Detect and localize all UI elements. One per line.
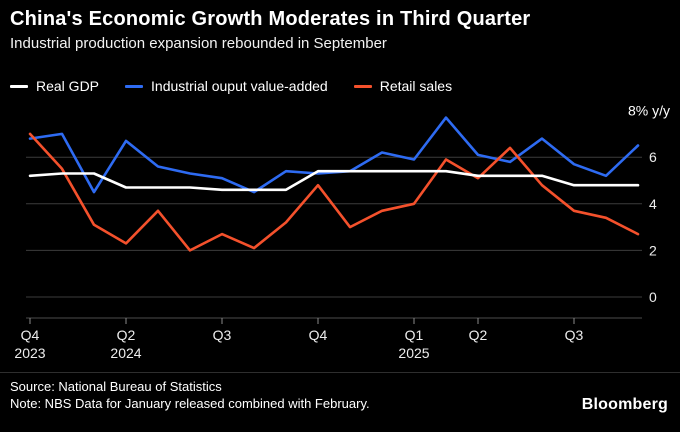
svg-text:Q2: Q2 <box>117 327 136 343</box>
svg-text:2024: 2024 <box>110 345 141 361</box>
source-text: Source: National Bureau of Statistics <box>10 379 222 394</box>
svg-text:Q1: Q1 <box>405 327 424 343</box>
note-text: Note: NBS Data for January released comb… <box>10 396 370 411</box>
bloomberg-logo: Bloomberg <box>581 396 668 413</box>
svg-text:Q3: Q3 <box>213 327 232 343</box>
svg-text:8% y/y: 8% y/y <box>628 103 670 119</box>
svg-text:6: 6 <box>649 149 657 165</box>
svg-text:Q4: Q4 <box>21 327 40 343</box>
footer-divider <box>0 372 680 373</box>
svg-text:2025: 2025 <box>398 345 429 361</box>
legend-item-industrial-output: Industrial ouput value-added <box>125 78 328 94</box>
svg-text:2023: 2023 <box>14 345 45 361</box>
legend-swatch-retail-sales <box>353 84 372 88</box>
svg-text:2: 2 <box>649 242 657 258</box>
svg-text:4: 4 <box>649 196 657 212</box>
legend-label-retail-sales: Retail sales <box>379 78 453 94</box>
svg-text:Q3: Q3 <box>565 327 584 343</box>
legend-swatch-industrial-output <box>125 84 144 88</box>
page-title: China's Economic Growth Moderates in Thi… <box>10 8 531 30</box>
chart-legend: Real GDP Industrial ouput value-added Re… <box>10 78 452 94</box>
legend-label-industrial-output: Industrial ouput value-added <box>151 78 328 94</box>
legend-label-real-gdp: Real GDP <box>36 78 100 94</box>
chart-subtitle: Industrial production expansion rebounde… <box>10 35 387 52</box>
svg-text:0: 0 <box>649 289 657 305</box>
legend-swatch-real-gdp <box>10 84 28 88</box>
svg-text:Q2: Q2 <box>469 327 488 343</box>
legend-item-real-gdp: Real GDP <box>10 78 99 94</box>
legend-item-retail-sales: Retail sales <box>353 78 453 94</box>
svg-text:Q4: Q4 <box>309 327 328 343</box>
